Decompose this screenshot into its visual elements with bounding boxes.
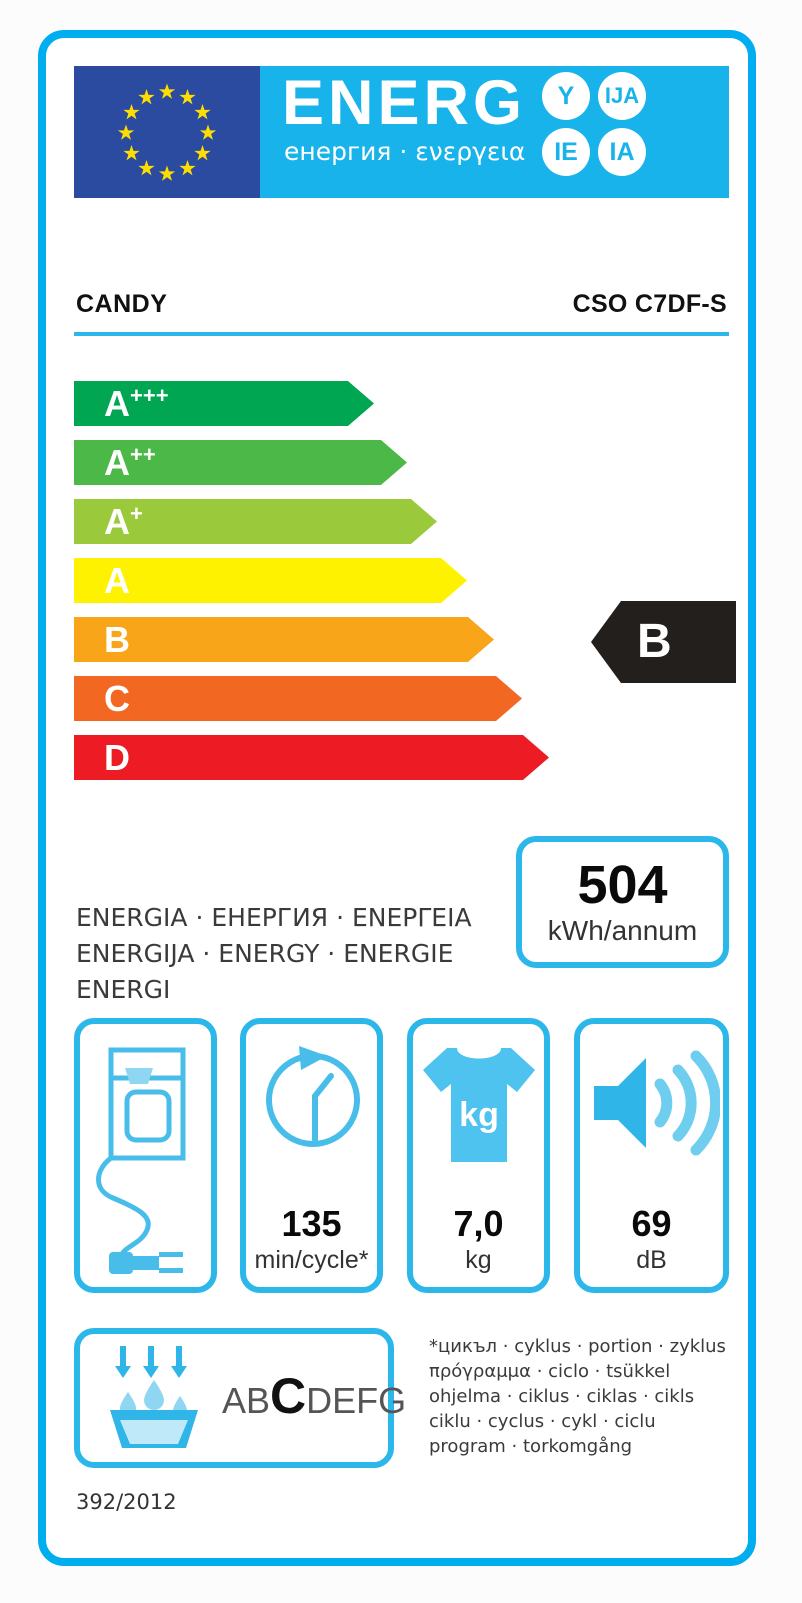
energy-class-bar: B — [74, 617, 494, 662]
feature-value-load: 7,0 — [453, 1203, 504, 1244]
cond-scale-before: AB — [222, 1379, 271, 1421]
cond-scale-highlight: C — [270, 1367, 307, 1424]
energy-class-plus: ++ — [130, 442, 156, 467]
condensation-efficiency-scale: ABCDEFG — [222, 1371, 407, 1421]
feature-unit-noise: dB — [636, 1246, 667, 1274]
tshirt-kg-icon: kg — [413, 1040, 544, 1170]
footnote-line-4: ciklu · cyclus · cykl · ciclu — [429, 1411, 656, 1432]
condensation-efficiency-box: ABCDEFG — [74, 1328, 406, 1468]
energy-words-line-3: ENERGI — [76, 975, 171, 1004]
energy-class-bar: A+ — [74, 499, 437, 544]
energ-banner: ENERG енергия · ενεργεια Y IJA IE IA — [260, 66, 729, 198]
eu-stars-svg — [117, 83, 217, 181]
label-header: ENERG енергия · ενεργεια Y IJA IE IA — [74, 66, 729, 198]
feature-value-cycle-time: 135 — [281, 1203, 342, 1244]
energy-words-line-1: ENERGIA · ЕНЕРГИЯ · ΕΝΕΡΓΕΙΑ — [76, 903, 472, 932]
cond-scale-after: DEFG — [306, 1379, 407, 1421]
energy-class-label: A — [104, 559, 130, 601]
footnote-line-1: *цикъл · cyklus · portion · zyklus — [429, 1334, 729, 1359]
energy-consumption-value: 504 — [577, 855, 668, 915]
cycle-footnote: *цикъл · cyklus · portion · zyklus πρόγρ… — [429, 1334, 729, 1459]
energy-class-plus: + — [130, 501, 143, 526]
svg-text:kg: kg — [459, 1096, 499, 1134]
feature-value-noise: 69 — [631, 1203, 672, 1244]
energy-class-bar: A — [74, 558, 467, 603]
energy-class-label: C — [104, 677, 130, 719]
energy-words-block: ENERGIA · ЕНЕРГИЯ · ΕΝΕΡΓΕΙΑ ENERGIJA · … — [76, 900, 496, 1008]
footnote-text-1: цикъл · cyklus · portion · zyklus — [438, 1336, 726, 1357]
footnote-asterisk: * — [429, 1336, 438, 1357]
clock-icon — [246, 1040, 377, 1160]
footnote-line-2: πρόγραμμα · ciclo · tsükkel — [429, 1361, 671, 1382]
feature-box-power-supply — [74, 1018, 217, 1293]
energy-class-label: D — [104, 736, 130, 778]
footnote-line-5: program · torkomgång — [429, 1436, 633, 1457]
header-circle-ija: IJA — [598, 72, 646, 120]
header-circle-ia: IA — [598, 128, 646, 176]
energy-class-bar: C — [74, 676, 522, 721]
feature-box-noise-level: 69 dB — [574, 1018, 729, 1293]
dryer-plug-icon — [80, 1040, 211, 1280]
header-circle-y: Y — [542, 72, 590, 120]
energy-class-plus: +++ — [130, 383, 169, 408]
energy-label-frame: ENERG енергия · ενεργεια Y IJA IE IA CAN… — [38, 30, 756, 1566]
energy-class-bar: A++ — [74, 440, 407, 485]
feature-unit-load: kg — [465, 1246, 492, 1274]
brand-name: CANDY — [76, 290, 168, 318]
energy-class-label: A+++ — [104, 383, 169, 424]
energy-words-line-2: ENERGIJA · ENERGY · ENERGIE — [76, 939, 454, 968]
energy-class-bar: A+++ — [74, 381, 374, 426]
brand-model-row: CANDY CSO C7DF-S — [74, 290, 729, 336]
header-circle-ie: IE — [542, 128, 590, 176]
energy-rating-badge: B — [591, 601, 736, 683]
water-drops-basin-icon — [98, 1340, 210, 1457]
footnote-line-3: ohjelma · ciklus · ciklas · cikls — [429, 1386, 695, 1407]
model-name: CSO C7DF-S — [572, 290, 727, 318]
energy-consumption-unit: kWh/annum — [547, 915, 698, 946]
energy-class-label: B — [104, 618, 130, 660]
energy-consumption-box: 504 kWh/annum — [516, 836, 729, 968]
energ-wordmark: ENERG — [282, 68, 527, 138]
regulation-number: 392/2012 — [76, 1490, 177, 1514]
feature-box-load-capacity: kg 7,0 kg — [407, 1018, 550, 1293]
feature-box-cycle-time: 135 min/cycle* — [240, 1018, 383, 1293]
energy-rating-letter: B — [637, 615, 672, 668]
energy-class-label: A++ — [104, 442, 156, 483]
energy-class-bar: D — [74, 735, 549, 780]
energy-class-label: A+ — [104, 501, 143, 542]
eu-flag-icon — [74, 66, 260, 198]
speaker-icon — [580, 1040, 723, 1166]
energy-class-ladder: A+++ A++ A+ A B C D — [74, 381, 574, 793]
feature-unit-cycle-time: min/cycle* — [254, 1246, 369, 1274]
energ-subtitle: енергия · ενεργεια — [284, 137, 526, 166]
